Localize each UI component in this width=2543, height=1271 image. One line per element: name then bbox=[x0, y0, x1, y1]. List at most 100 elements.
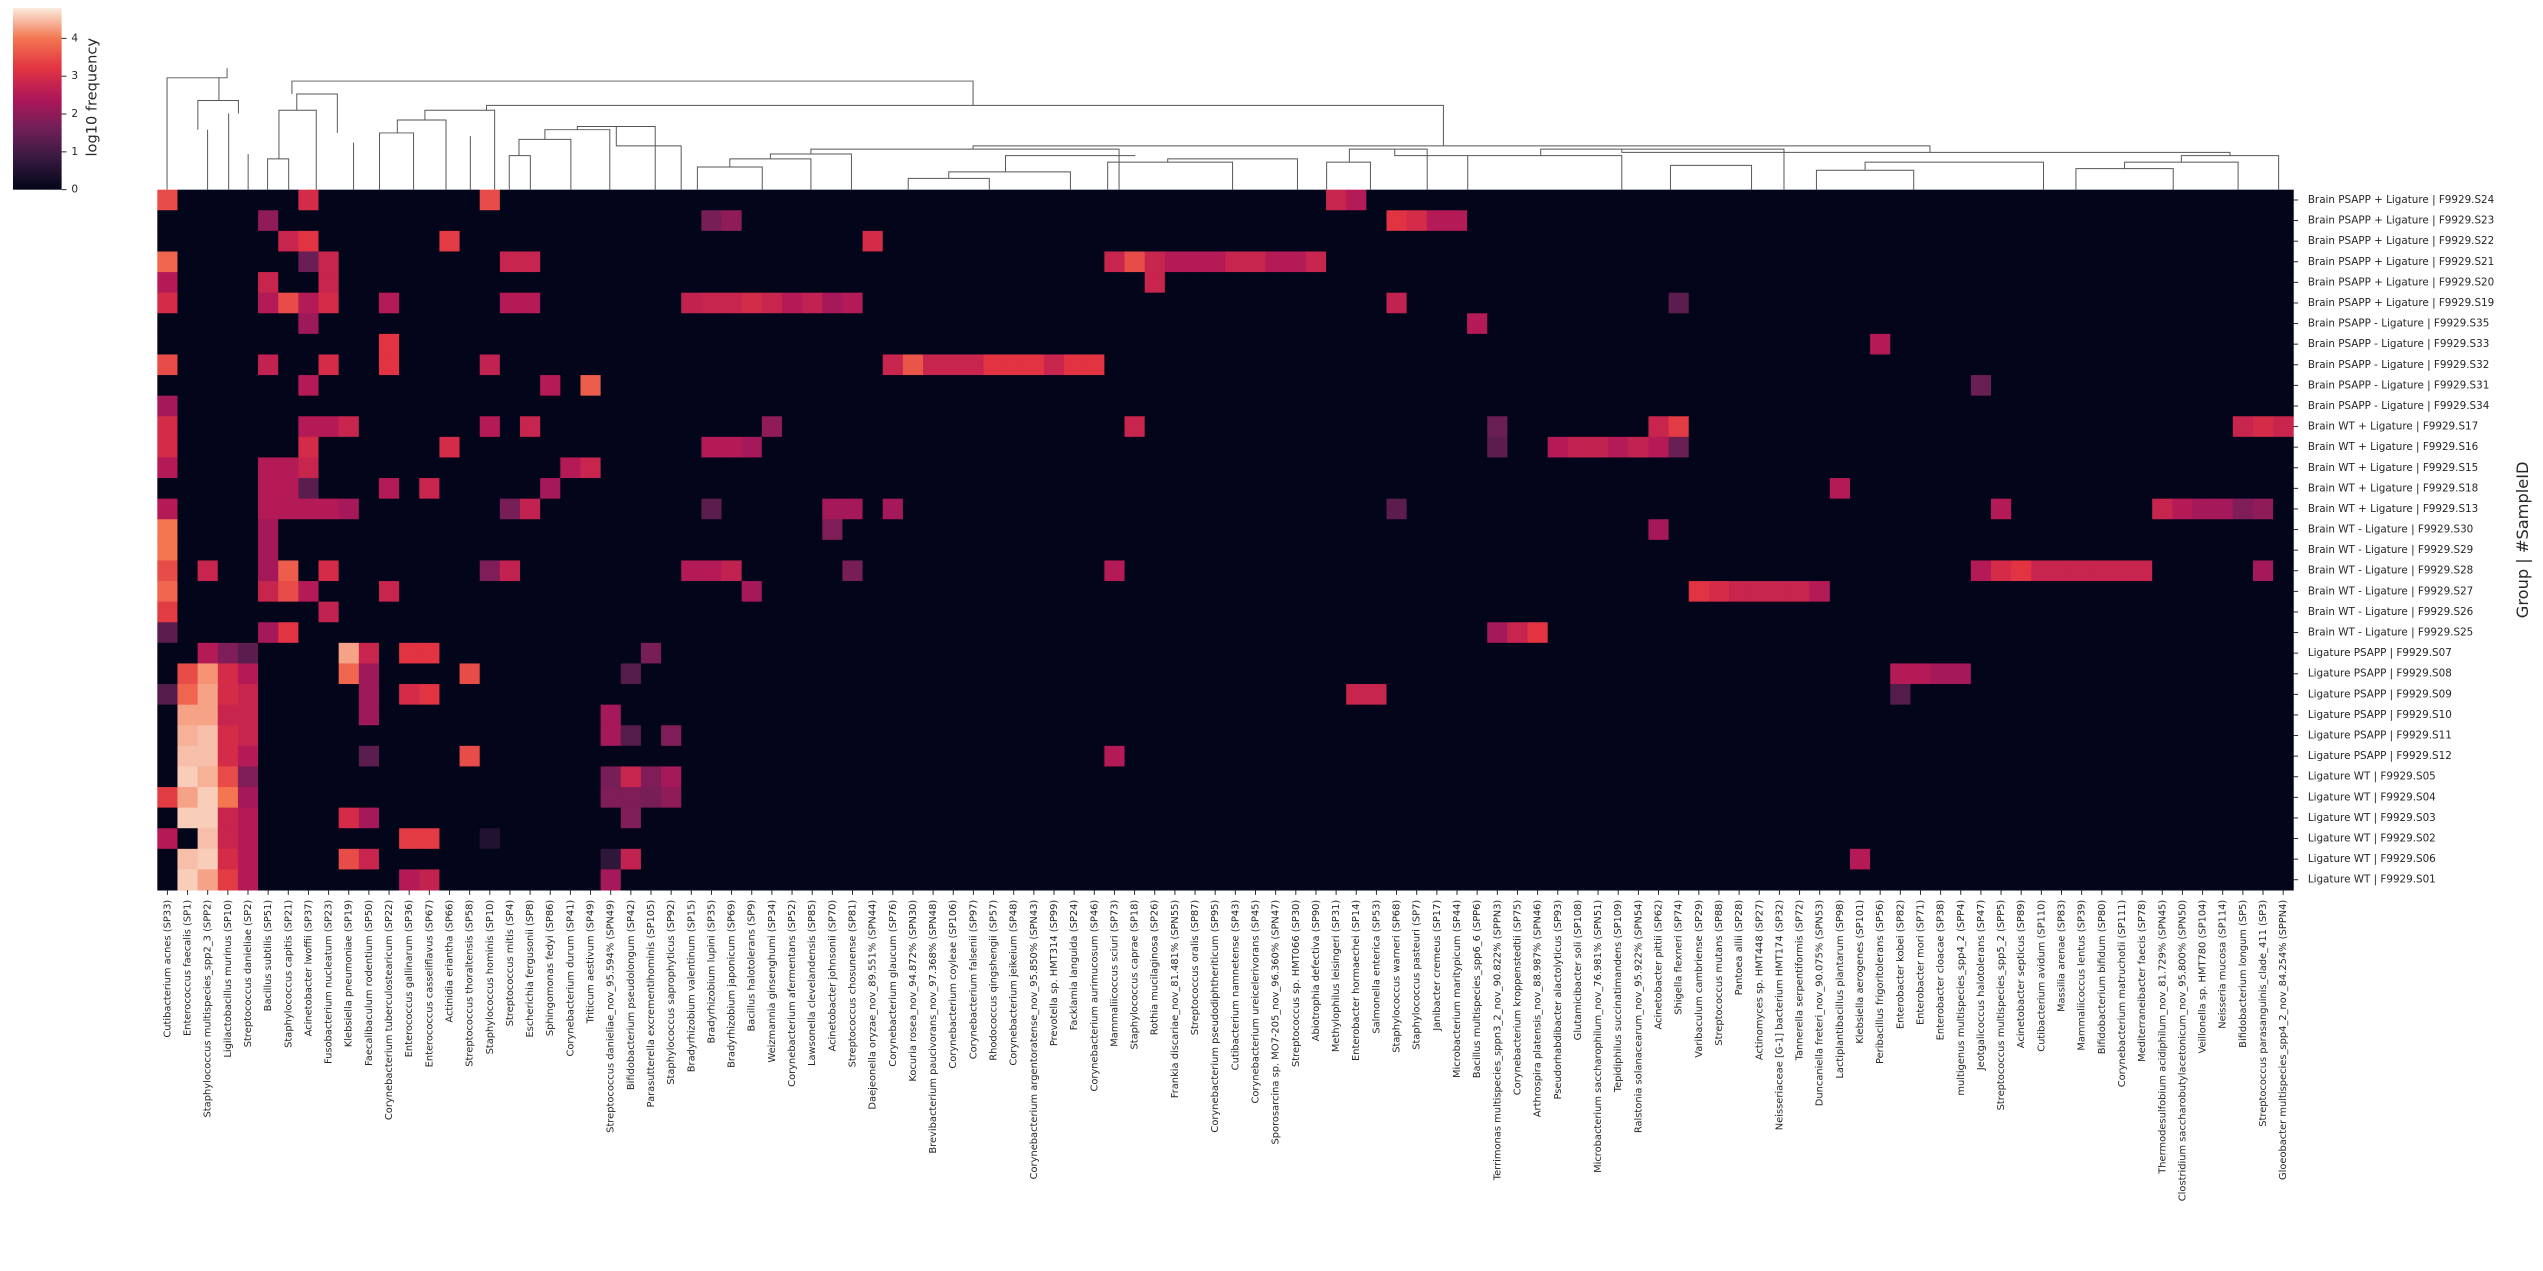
heatmap-cell bbox=[2232, 787, 2254, 809]
heatmap-cell bbox=[661, 539, 682, 561]
heatmap-cell bbox=[1769, 272, 1790, 294]
heatmap-cell bbox=[923, 354, 944, 376]
heatmap-cell bbox=[1890, 272, 1911, 294]
heatmap-cell bbox=[1265, 787, 1287, 809]
heatmap-cell bbox=[1446, 272, 1468, 294]
heatmap-cell bbox=[419, 354, 440, 376]
heatmap-cell bbox=[580, 210, 602, 232]
heatmap-cell bbox=[1346, 436, 1367, 458]
column-label: Staphylococcus capitis (SP21) bbox=[283, 900, 294, 1048]
row-label: Brain PSAPP - Ligature | F9929.S35 bbox=[2308, 318, 2489, 330]
heatmap-cell bbox=[802, 601, 823, 623]
heatmap-cell bbox=[2232, 395, 2254, 417]
heatmap-cell bbox=[1064, 519, 1085, 541]
heatmap-cell bbox=[2152, 354, 2173, 376]
heatmap-cell bbox=[1326, 498, 1347, 520]
heatmap-cell bbox=[983, 354, 1005, 376]
heatmap-cell bbox=[1104, 478, 1126, 500]
heatmap-cell bbox=[1225, 354, 1246, 376]
heatmap-cell bbox=[943, 251, 964, 273]
heatmap-cell bbox=[439, 787, 461, 809]
heatmap-cell bbox=[2111, 539, 2133, 561]
heatmap-cell bbox=[1749, 375, 1770, 397]
heatmap-cell bbox=[1265, 498, 1287, 520]
heatmap-cell bbox=[983, 313, 1005, 335]
heatmap-cell bbox=[802, 642, 823, 664]
heatmap-cell bbox=[358, 354, 380, 376]
heatmap-cell bbox=[1366, 498, 1387, 520]
heatmap-cell bbox=[2031, 787, 2052, 809]
heatmap-cell bbox=[1205, 478, 1226, 500]
heatmap-cell bbox=[1849, 395, 1871, 417]
heatmap-cell bbox=[1326, 395, 1347, 417]
heatmap-cell bbox=[1648, 601, 1670, 623]
heatmap-cell bbox=[1386, 766, 1408, 788]
heatmap-cell bbox=[1708, 539, 1730, 561]
heatmap-cell bbox=[1124, 498, 1146, 520]
heatmap-cell bbox=[1688, 478, 1710, 500]
heatmap-cell bbox=[1245, 539, 1267, 561]
heatmap-cell bbox=[923, 539, 944, 561]
heatmap-cell bbox=[1829, 210, 1851, 232]
heatmap-cell bbox=[1567, 375, 1589, 397]
heatmap-cell bbox=[882, 684, 904, 706]
heatmap-cell bbox=[318, 498, 340, 520]
heatmap-cell bbox=[2011, 787, 2032, 809]
heatmap-cell bbox=[842, 848, 864, 870]
heatmap-cell bbox=[1668, 684, 1690, 706]
heatmap-cell bbox=[1043, 272, 1065, 294]
heatmap-cell bbox=[620, 457, 642, 479]
heatmap-cell bbox=[197, 457, 219, 479]
heatmap-cell bbox=[1749, 745, 1770, 767]
heatmap-cell bbox=[459, 622, 481, 644]
heatmap-cell bbox=[217, 272, 239, 294]
heatmap-cell bbox=[1064, 457, 1085, 479]
heatmap-cell bbox=[1789, 333, 1811, 355]
heatmap-cell bbox=[1043, 663, 1065, 685]
column-label: Bacillus halotolerans (SP9) bbox=[747, 900, 758, 1032]
heatmap-cell bbox=[217, 642, 239, 664]
heatmap-cell bbox=[600, 601, 622, 623]
heatmap-cell bbox=[1064, 725, 1085, 747]
heatmap-cell bbox=[1144, 869, 1166, 891]
heatmap-cell bbox=[1426, 828, 1448, 850]
heatmap-cell bbox=[1930, 622, 1952, 644]
heatmap-cell bbox=[1003, 498, 1025, 520]
heatmap-cell bbox=[842, 684, 864, 706]
heatmap-cell bbox=[1487, 622, 1508, 644]
heatmap-cell bbox=[358, 622, 380, 644]
heatmap-cell bbox=[1446, 684, 1468, 706]
heatmap-cell bbox=[1507, 684, 1529, 706]
heatmap-cell bbox=[1265, 828, 1287, 850]
column-label: Kocuria rosea_nov_94.872% (SPN30) bbox=[908, 900, 919, 1082]
heatmap-cell bbox=[1064, 622, 1085, 644]
heatmap-cell bbox=[1064, 539, 1085, 561]
heatmap-cell bbox=[1386, 642, 1408, 664]
heatmap-cell bbox=[358, 704, 380, 726]
heatmap-cell bbox=[2071, 539, 2093, 561]
heatmap-cell bbox=[620, 642, 642, 664]
heatmap-cell bbox=[1487, 457, 1508, 479]
heatmap-cell bbox=[2192, 766, 2214, 788]
heatmap-cell bbox=[882, 272, 904, 294]
heatmap-cell bbox=[1265, 416, 1287, 438]
heatmap-cell bbox=[419, 539, 440, 561]
heatmap-cell bbox=[943, 560, 964, 582]
heatmap-cell bbox=[1729, 869, 1750, 891]
heatmap-cell bbox=[1970, 333, 1992, 355]
column-label: Varibaculum cambriense (SP29) bbox=[1694, 900, 1705, 1058]
heatmap-cell bbox=[1104, 416, 1126, 438]
heatmap-cell bbox=[1305, 622, 1327, 644]
heatmap-cell bbox=[318, 313, 340, 335]
heatmap-cell bbox=[1426, 230, 1448, 252]
heatmap-cell bbox=[1406, 704, 1428, 726]
heatmap-cell bbox=[1970, 704, 1992, 726]
heatmap-cell bbox=[399, 766, 420, 788]
heatmap-cell bbox=[1346, 539, 1367, 561]
heatmap-cell bbox=[1990, 436, 2012, 458]
heatmap-cell bbox=[2071, 622, 2093, 644]
heatmap-cell bbox=[620, 663, 642, 685]
heatmap-cell bbox=[439, 416, 461, 438]
heatmap-cell bbox=[1628, 292, 1649, 314]
heatmap-cell bbox=[781, 807, 803, 829]
